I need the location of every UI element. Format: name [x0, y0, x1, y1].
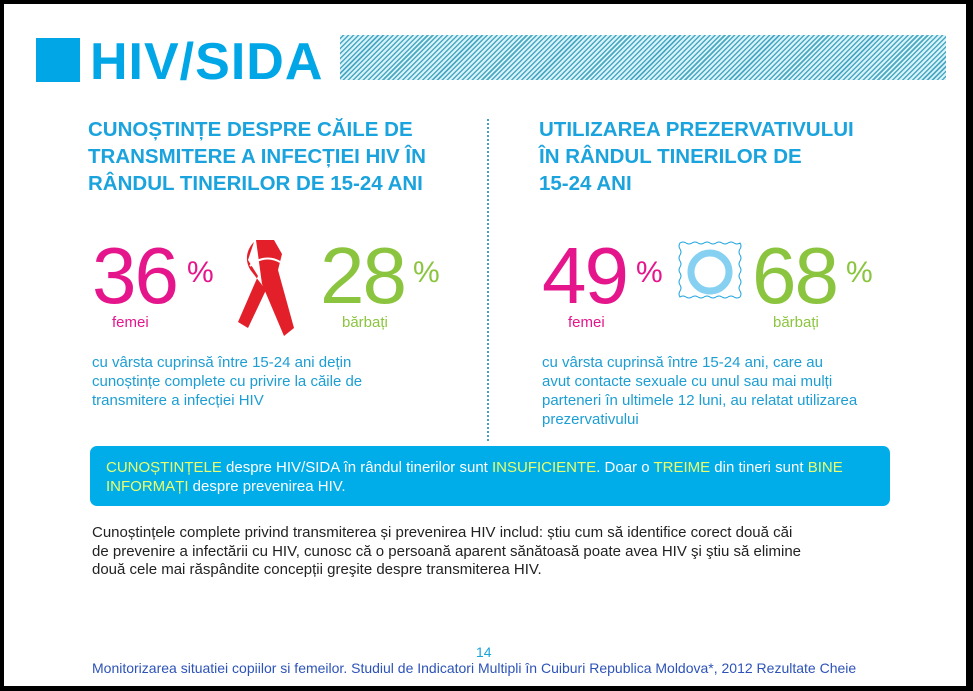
callout-highlight: INSUFICIENTE [492, 459, 597, 476]
callout-highlight: TREIME [653, 459, 711, 476]
percent-sign: % [187, 256, 214, 289]
header-hatch-decoration [340, 35, 946, 80]
description-line: cu vârsta cuprinsă între 15-24 ani dețin [92, 354, 352, 371]
key-message-callout: CUNOȘTINȚELE despre HIV/SIDA în rândul t… [90, 446, 890, 506]
percent-sign: % [636, 256, 663, 289]
definition-note: Cunoștințele complete privind transmiter… [92, 524, 932, 580]
page-title: HIV/SIDA [90, 33, 324, 91]
description-line: parteneri în ultimele 12 luni, au relata… [542, 392, 858, 409]
men-condom-value: 68 [752, 231, 839, 320]
title-line: CUNOȘTINȚE DESPRE CĂILE DE [88, 118, 413, 141]
note-line: două cele mai răspândite concepții greşi… [92, 561, 542, 578]
description-line: prezervativului [542, 411, 639, 428]
page-number: 14 [476, 644, 492, 660]
title-line: RÂNDUL TINERILOR DE 15-24 ANI [88, 172, 423, 195]
men-label: bărbați [773, 314, 819, 331]
title-line: 15-24 ANI [539, 172, 632, 195]
women-condom-value: 49 [542, 231, 629, 320]
red-ribbon-icon [238, 240, 294, 336]
percent-sign: % [413, 256, 440, 289]
callout-text-part: . Doar o [596, 459, 654, 476]
description-line: avut contacte sexuale cu unul sau mai mu… [542, 373, 833, 390]
footer-source: Monitorizarea situatiei copiilor si feme… [92, 660, 857, 676]
women-knowledge-value: 36 [92, 231, 179, 320]
percent-sign: % [846, 256, 873, 289]
callout-highlight: CUNOȘTINȚELE [106, 459, 222, 476]
note-line: de prevenire a infectării cu HIV, cunosc… [92, 542, 802, 560]
section-divider [487, 119, 489, 441]
callout-text-part: despre prevenirea HIV. [188, 478, 346, 495]
description-line: transmitere a infecției HIV [92, 392, 264, 409]
women-label: femei [568, 314, 605, 331]
left-section-title: CUNOȘTINȚE DESPRE CĂILE DE TRANSMITERE A… [88, 116, 426, 197]
title-line: UTILIZAREA PREZERVATIVULUI [539, 118, 854, 141]
right-description: cu vârsta cuprinsă între 15-24 ani, care… [542, 353, 857, 429]
title-line: TRANSMITERE A INFECȚIEI HIV ÎN [88, 145, 426, 168]
callout-highlight: BINE INFORMAȚI [106, 459, 843, 495]
description-line: cunoștințe complete cu privire la căile … [92, 373, 363, 390]
men-label: bărbați [342, 314, 388, 331]
right-section-title: UTILIZAREA PREZERVATIVULUI ÎN RÂNDUL TIN… [539, 116, 854, 197]
left-description: cu vârsta cuprinsă între 15-24 ani dețin… [92, 353, 362, 410]
women-label: femei [112, 314, 149, 331]
callout-text-part: din tineri sunt [710, 459, 808, 476]
title-line: ÎN RÂNDUL TINERILOR DE [539, 145, 802, 168]
callout-text-part: despre HIV/SIDA în rândul tinerilor sunt [221, 459, 492, 476]
note-line: Cunoștințele complete privind transmiter… [92, 524, 793, 541]
callout-text: CUNOȘTINȚELE despre HIV/SIDA în rândul t… [106, 458, 876, 496]
men-knowledge-value: 28 [320, 231, 407, 320]
description-line: cu vârsta cuprinsă între 15-24 ani, care… [542, 354, 823, 371]
page: HIV/SIDA CUNOȘTINȚE DESPRE CĂILE DE TRAN… [4, 4, 966, 686]
condom-icon [678, 241, 742, 299]
header-square-icon [36, 38, 80, 82]
